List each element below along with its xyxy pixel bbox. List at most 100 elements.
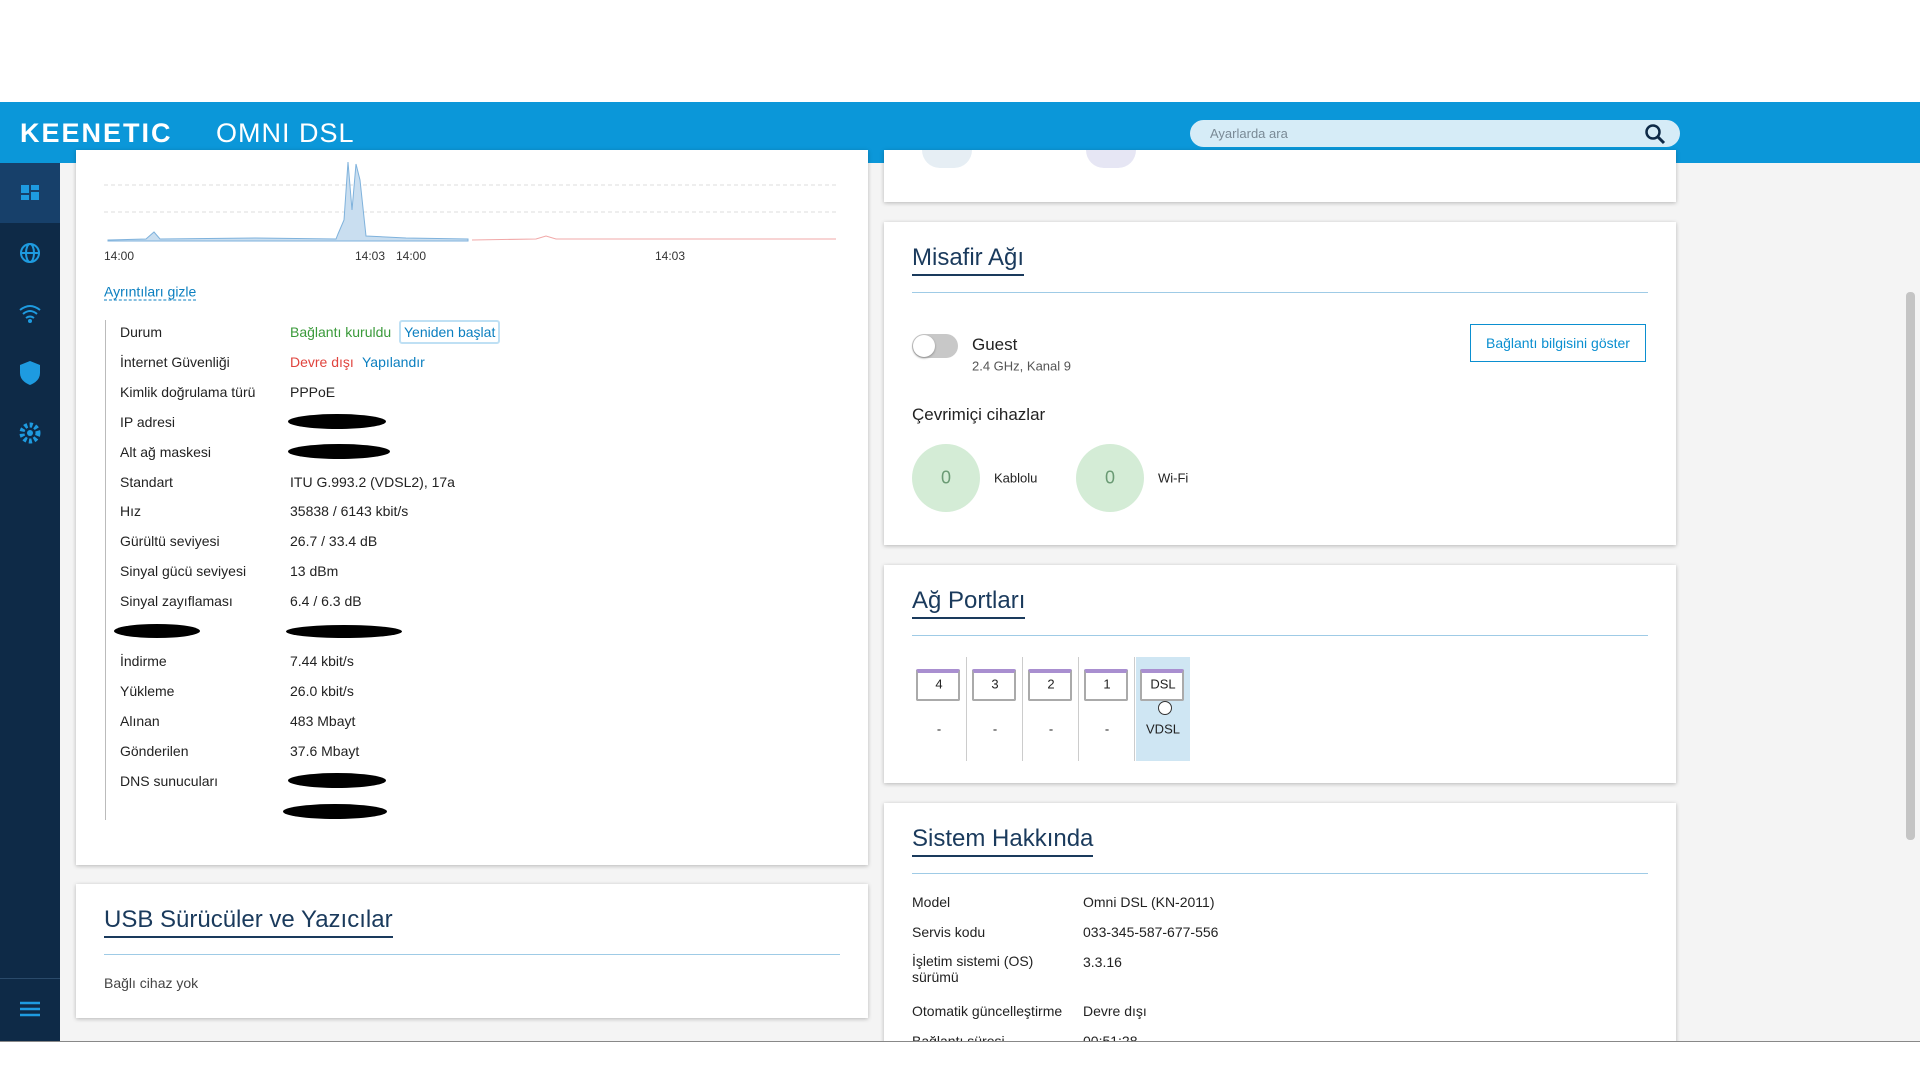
redacted (288, 772, 386, 788)
redacted (114, 624, 200, 638)
port: 4- (912, 657, 967, 761)
info-label: Model (912, 894, 951, 910)
detail-label: Sinyal gücü seviyesi (120, 563, 247, 580)
port: 1- (1080, 657, 1135, 761)
search-placeholder: Ayarlarda ara (1210, 126, 1288, 141)
detail-label: Yükleme (120, 682, 175, 699)
detail-value: 13 dBm (290, 563, 339, 580)
detail-action[interactable]: Yeniden başlat (399, 320, 501, 344)
divider (912, 635, 1648, 636)
divider (912, 873, 1648, 874)
circle-remnant (922, 150, 972, 168)
time-label: 14:03 (655, 249, 686, 263)
divider (104, 954, 840, 955)
panel-title: USB Sürücüler ve Yazıcılar (104, 906, 393, 938)
usb-panel: USB Sürücüler ve Yazıcılar Bağlı cihaz y… (76, 884, 868, 1018)
detail-value: 7.44 kbit/s (290, 652, 354, 669)
port-status: VDSL (1146, 721, 1180, 737)
sidebar-icons (19, 185, 41, 1017)
scrollbar[interactable] (1906, 292, 1915, 840)
info-value: Omni DSL (KN-2011) (1083, 894, 1215, 910)
top-band (0, 0, 1920, 102)
internet-panel: Durum Bağlantı kuruldu Yeniden başlat İnter… (76, 150, 868, 865)
time-label: 14:00 (396, 249, 427, 263)
counter-label: Wi-Fi (1158, 470, 1189, 486)
port-status: - (936, 721, 942, 737)
port-name: DSL (1150, 676, 1176, 692)
detail-value: 483 Mbayt (290, 712, 356, 729)
counter-label: Kablolu (994, 470, 1038, 486)
port-status: - (992, 721, 998, 737)
detail-label: İndirme (120, 652, 167, 669)
counter-circle: 0 (1076, 444, 1144, 512)
detail-label: IP adresi (120, 413, 175, 430)
port-name: 3 (991, 676, 999, 692)
port-status: - (1048, 721, 1054, 737)
port: 2- (1024, 657, 1079, 761)
section-title: Çevrimiçi cihazlar (912, 405, 1046, 424)
panel-title: Ağ Portları (912, 587, 1026, 619)
port: 3- (968, 657, 1023, 761)
port-icon (1084, 669, 1128, 701)
ports-panel: Ağ Portları 4-3-2-1- DSL VDSL (884, 565, 1676, 783)
detail-value: 26.7 / 33.4 dB (290, 533, 378, 550)
info-label: Otomatik güncelleştirme (912, 1003, 1063, 1019)
info-label: Servis kodu (912, 924, 986, 940)
panel-title: Misafir Ağı (912, 244, 1025, 276)
port-icon (972, 669, 1016, 701)
system-panel: Sistem Hakkında Model Omni DSL (KN-2011) S… (884, 803, 1676, 1063)
detail-label: Sinyal zayıflaması (120, 593, 233, 610)
detail-value: ITU G.993.2 (VDSL2), 17a (290, 473, 455, 490)
bottom-band (0, 1041, 1920, 1081)
circle-remnant (1086, 150, 1136, 168)
usb-message: Bağlı cihaz yok (104, 975, 199, 991)
panel-title: Sistem Hakkında (912, 825, 1094, 857)
detail-value: Bağlantı kuruldu (290, 324, 392, 340)
port: DSL VDSL (1136, 657, 1190, 761)
model: OMNI DSL (216, 118, 355, 148)
port-icon (916, 669, 960, 701)
search-box[interactable]: Ayarlarda ara (1190, 120, 1680, 147)
network-details: 2.4 GHz, Kanal 9 (972, 358, 1071, 374)
port-icon (1028, 669, 1072, 701)
brand: KEENETIC (20, 118, 173, 148)
divider (912, 292, 1648, 293)
port-name: 1 (1103, 676, 1111, 692)
redacted (288, 443, 390, 459)
detail-label: Kimlik doğrulama türü (120, 383, 256, 400)
detail-value: 37.6 Mbayt (290, 742, 360, 759)
hide-details[interactable]: Ayrıntıları gizle (104, 283, 197, 301)
active-item[interactable] (0, 163, 60, 223)
search-icon[interactable] (1644, 123, 1666, 145)
port-name: 2 (1047, 676, 1055, 692)
detail-label: Hız (120, 503, 141, 520)
detail-label: Alt ağ maskesi (120, 443, 212, 460)
redacted (286, 625, 402, 638)
counter-value: 0 (1104, 467, 1116, 488)
time-label: 14:03 (355, 249, 386, 263)
detail-label: Gürültü seviyesi (120, 533, 220, 550)
button[interactable]: Bağlantı bilgisini göster (1470, 324, 1646, 362)
sidebar-divider (0, 978, 60, 979)
detail-value: 6.4 / 6.3 dB (290, 593, 362, 610)
detail-value: 26.0 kbit/s (290, 682, 354, 699)
detail-label: İnternet Güvenliği (120, 353, 230, 370)
guest-panel: Misafir Ağı Guest 2.4 GHz, Kanal 9 Bağla… (884, 222, 1676, 545)
detail-label: Alınan (120, 712, 160, 729)
counter-circle: 0 (912, 444, 980, 512)
detail-action[interactable]: Yapılandır (362, 353, 425, 370)
detail-label: Durum (120, 324, 163, 340)
detail-value: 35838 / 6143 kbit/s (290, 503, 409, 520)
detail-label: Standart (120, 473, 173, 490)
details-line (105, 320, 106, 820)
detail-value: Devre dışı (290, 353, 354, 370)
counter-value: 0 (940, 467, 952, 488)
globe-icon (1158, 701, 1172, 715)
sidebar (0, 163, 60, 1041)
toggle[interactable] (912, 334, 958, 358)
info-value: 033-345-587-677-556 (1083, 924, 1219, 940)
info-value: Devre dışı (1083, 1003, 1147, 1019)
time-label: 14:00 (104, 249, 135, 263)
network-name: Guest (972, 335, 1018, 354)
